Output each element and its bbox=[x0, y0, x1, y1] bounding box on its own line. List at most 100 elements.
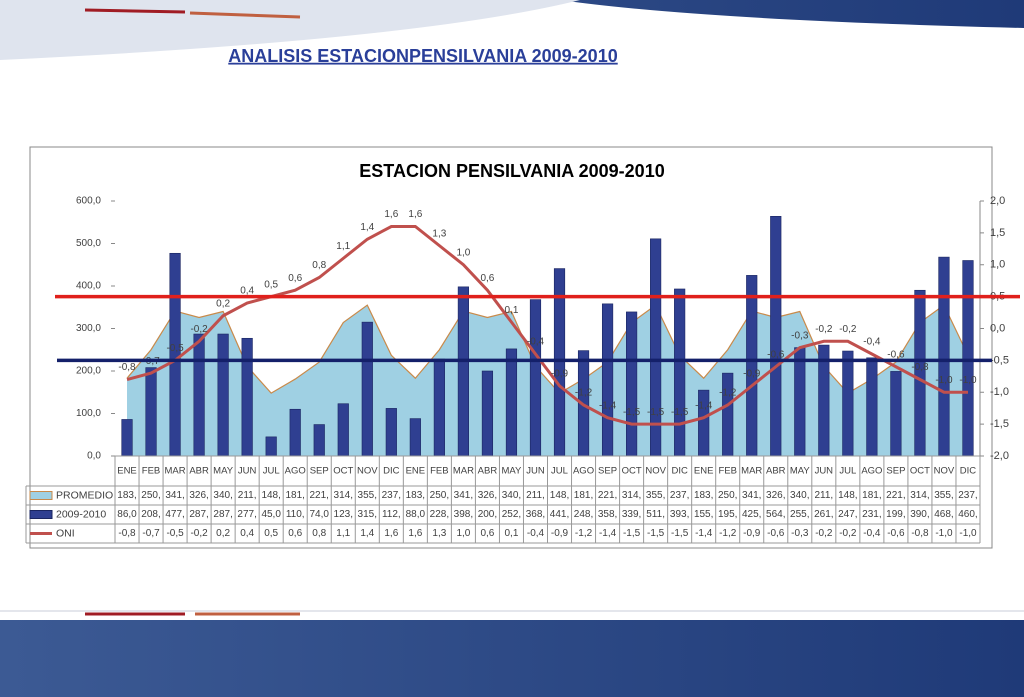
data-label: -0,6 bbox=[887, 349, 905, 360]
data-label: 1,6 bbox=[408, 209, 422, 220]
data-label: -0,9 bbox=[551, 369, 569, 380]
table-cell: 148, bbox=[550, 490, 569, 501]
bar bbox=[433, 358, 445, 457]
x-tick-label: DIC bbox=[383, 466, 400, 477]
table-cell: 211, bbox=[814, 490, 833, 501]
bar bbox=[842, 350, 854, 457]
x-tick-label: MAR bbox=[741, 466, 762, 477]
table-cell: 247, bbox=[838, 509, 857, 520]
table-cell: 250, bbox=[430, 490, 449, 501]
x-tick-label: OCT bbox=[622, 466, 642, 477]
data-label: 0,8 bbox=[312, 260, 326, 271]
bar bbox=[529, 299, 542, 457]
table-cell: -1,4 bbox=[599, 528, 617, 539]
legend-label: 2009-2010 bbox=[56, 508, 106, 520]
table-cell: 1,3 bbox=[432, 528, 446, 539]
x-tick-label: SEP bbox=[598, 466, 617, 477]
table-cell: -1,5 bbox=[671, 528, 689, 539]
table-cell: 211, bbox=[526, 490, 545, 501]
data-label: -0,2 bbox=[839, 324, 857, 335]
bar bbox=[193, 333, 205, 457]
data-label: -1,5 bbox=[671, 407, 689, 418]
bar bbox=[674, 288, 686, 457]
y-tick-label: 0,0 bbox=[87, 451, 101, 462]
bar bbox=[890, 371, 902, 457]
x-tick-label: AGO bbox=[573, 466, 594, 477]
table-cell: 314, bbox=[334, 490, 353, 501]
table-cell: 86,0 bbox=[117, 509, 137, 520]
x-tick-label: ENE bbox=[694, 466, 714, 477]
table-cell: 390, bbox=[910, 509, 929, 520]
table-cell: 221, bbox=[598, 490, 617, 501]
data-label: 0,1 bbox=[505, 305, 519, 316]
table-cell: 45,0 bbox=[261, 509, 281, 520]
table-cell: 564, bbox=[766, 509, 785, 520]
bar bbox=[337, 403, 349, 457]
x-tick-label: NOV bbox=[934, 466, 955, 477]
table-cell: 287, bbox=[189, 509, 208, 520]
table-cell: -1,0 bbox=[935, 528, 953, 539]
bar bbox=[505, 348, 518, 457]
table-cell: 0,1 bbox=[505, 528, 519, 539]
x-tick-label: JUN bbox=[238, 466, 257, 477]
x-tick-label: NOV bbox=[357, 466, 378, 477]
x-tick-label: MAY bbox=[502, 466, 523, 477]
table-cell: 0,5 bbox=[264, 528, 278, 539]
table-cell: -1,2 bbox=[719, 528, 737, 539]
top-band-light bbox=[0, 0, 580, 60]
table-cell: -0,2 bbox=[190, 528, 208, 539]
data-label: 0,6 bbox=[288, 273, 302, 284]
table-cell: 237, bbox=[382, 490, 401, 501]
data-label: 0,4 bbox=[240, 286, 254, 297]
data-label: 1,4 bbox=[360, 222, 374, 233]
bar bbox=[626, 311, 638, 457]
y2-tick-label: 1,5 bbox=[990, 227, 1005, 239]
x-tick-label: ABR bbox=[478, 466, 498, 477]
table-cell: 1,0 bbox=[456, 528, 470, 539]
x-tick-label: ABR bbox=[189, 466, 209, 477]
table-cell: 250, bbox=[141, 490, 160, 501]
y-tick-label: 100,0 bbox=[76, 408, 101, 419]
table-cell: 183, bbox=[117, 490, 136, 501]
table-cell: 340, bbox=[213, 490, 232, 501]
legend-key bbox=[29, 510, 53, 519]
x-tick-label: JUL bbox=[839, 466, 856, 477]
data-label: -0,4 bbox=[863, 337, 881, 348]
table-cell: -0,5 bbox=[166, 528, 184, 539]
bar bbox=[746, 275, 758, 457]
table-cell: 393, bbox=[670, 509, 689, 520]
table-cell: -0,3 bbox=[791, 528, 809, 539]
bar bbox=[121, 419, 133, 457]
x-tick-label: JUL bbox=[551, 466, 568, 477]
data-label: -1,0 bbox=[959, 375, 977, 386]
table-cell: 1,6 bbox=[384, 528, 398, 539]
table-cell: 398, bbox=[454, 509, 473, 520]
table-cell: -0,4 bbox=[527, 528, 545, 539]
data-label: -1,5 bbox=[623, 407, 641, 418]
table-cell: 110, bbox=[286, 509, 305, 520]
data-label: 0,5 bbox=[264, 279, 278, 290]
table-cell: 255, bbox=[790, 509, 809, 520]
table-cell: 1,1 bbox=[336, 528, 350, 539]
table-cell: 261, bbox=[814, 509, 833, 520]
legend-label: PROMEDIO bbox=[56, 489, 113, 501]
x-tick-label: DIC bbox=[960, 466, 977, 477]
y2-tick-label: -2,0 bbox=[990, 450, 1009, 462]
table-cell: -0,2 bbox=[839, 528, 857, 539]
table-cell: -0,9 bbox=[551, 528, 569, 539]
x-tick-label: MAY bbox=[790, 466, 811, 477]
table-cell: 511, bbox=[646, 509, 665, 520]
legend-key bbox=[29, 491, 53, 500]
bar bbox=[866, 357, 878, 457]
table-cell: 74,0 bbox=[310, 509, 330, 520]
bar bbox=[409, 418, 421, 457]
y2-tick-label: -1,0 bbox=[990, 386, 1009, 398]
bar bbox=[169, 252, 181, 457]
data-label: -0,5 bbox=[166, 343, 184, 354]
table-cell: 477, bbox=[165, 509, 184, 520]
y2-tick-label: 2,0 bbox=[990, 195, 1005, 207]
table-cell: 326, bbox=[766, 490, 785, 501]
data-label: 1,6 bbox=[384, 209, 398, 220]
table-cell: 250, bbox=[718, 490, 737, 501]
